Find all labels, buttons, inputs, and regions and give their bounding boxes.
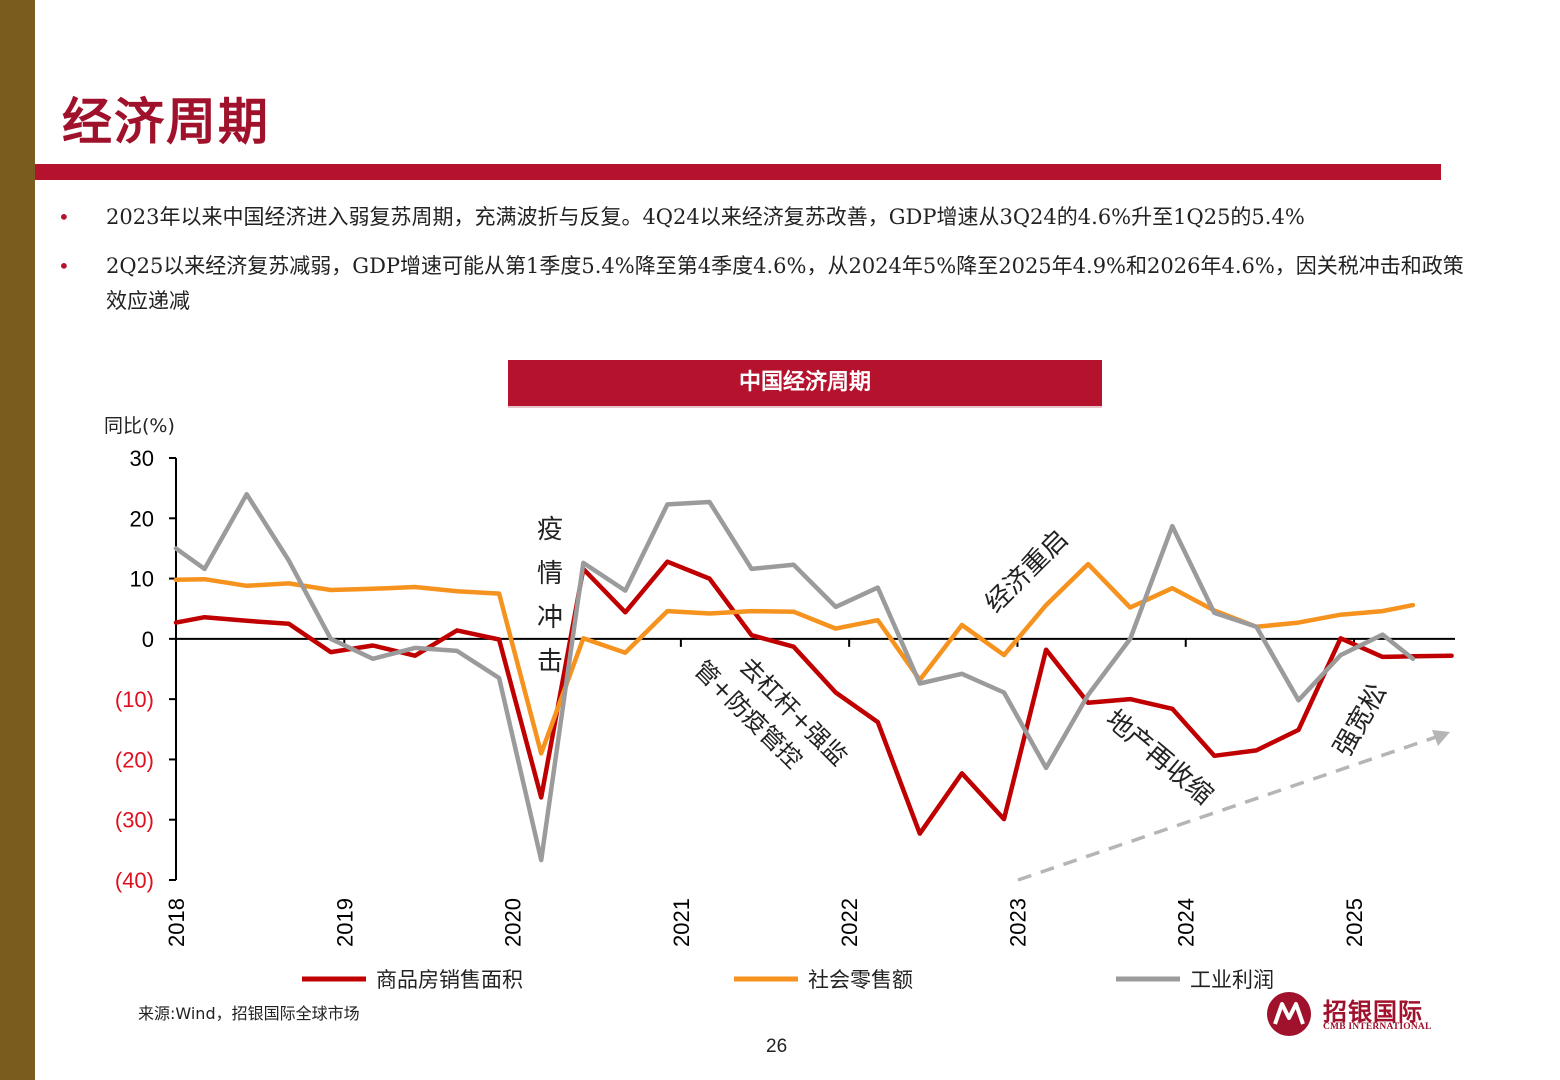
trend-arrow-line (1017, 735, 1437, 882)
bullet-list: • 2023年以来中国经济进入弱复苏周期，充满波折与反复。4Q24以来经济复苏改… (58, 200, 1478, 333)
annotation-label: 地产再收缩 (1100, 704, 1219, 811)
bullet-text: 2Q25以来经济复苏减弱，GDP增速可能从第1季度5.4%降至第4季度4.6%，… (106, 254, 1464, 313)
y-tick-label: (30) (115, 808, 154, 833)
annotation-label: 强宽松 (1328, 679, 1393, 762)
logo-text-cn: 招银国际 (1323, 998, 1423, 1026)
title-rule (35, 164, 1441, 180)
y-tick-label: 30 (130, 446, 154, 471)
legend-label: 社会零售额 (808, 968, 913, 992)
cmbi-logo: 招银国际 CMB INTERNATIONAL (1265, 990, 1455, 1040)
x-tick-label: 2024 (1174, 898, 1199, 947)
side-accent-bar (0, 0, 35, 1080)
series-line (173, 491, 1416, 863)
x-tick-label: 2021 (669, 898, 694, 947)
trend-arrow-head (1432, 730, 1450, 746)
annotation-label: 去杠杆+强监管+防疫管控 (689, 631, 853, 795)
annotation-label: 经济重启 (980, 524, 1075, 619)
legend-label: 商品房销售面积 (376, 968, 523, 992)
y-axis-title: 同比(%) (104, 415, 175, 437)
x-tick-label: 2019 (332, 898, 357, 947)
page-number: 26 (766, 1036, 788, 1057)
page-title: 经济周期 (62, 92, 270, 151)
y-tick-label: 10 (130, 567, 154, 592)
bullet-dot: • (58, 254, 70, 278)
x-tick-label: 2023 (1005, 898, 1030, 947)
bullet-text: 2023年以来中国经济进入弱复苏周期，充满波折与反复。4Q24以来经济复苏改善，… (106, 205, 1305, 229)
bullet-dot: • (58, 205, 70, 229)
series-line (173, 559, 1454, 836)
x-tick-label: 2018 (164, 898, 189, 947)
bullet-item: • 2Q25以来经济复苏减弱，GDP增速可能从第1季度5.4%降至第4季度4.6… (58, 249, 1478, 319)
legend-label: 工业利润 (1190, 968, 1274, 992)
x-tick-label: 2020 (501, 898, 526, 947)
x-tick-label: 2025 (1342, 898, 1367, 947)
y-tick-label: 0 (142, 627, 154, 652)
y-tick-label: 20 (130, 506, 154, 531)
bullet-item: • 2023年以来中国经济进入弱复苏周期，充满波折与反复。4Q24以来经济复苏改… (58, 200, 1478, 235)
y-tick-label: (20) (115, 747, 154, 772)
annotation-label: 疫情冲击 (537, 515, 563, 677)
y-tick-label: (10) (115, 687, 154, 712)
economic-cycle-chart: 30 20 10 0 (10) (20) (30) (40) 同比(%) 2018 2019 2020… (104, 415, 1455, 992)
y-tick-label: (40) (115, 868, 154, 893)
source-note: 来源:Wind，招银国际全球市场 (138, 1004, 360, 1023)
cmbi-logo-icon (1267, 992, 1311, 1036)
chart-header: 中国经济周期 (508, 360, 1102, 408)
x-tick-label: 2022 (837, 898, 862, 947)
logo-text-en: CMB INTERNATIONAL (1323, 1022, 1432, 1032)
